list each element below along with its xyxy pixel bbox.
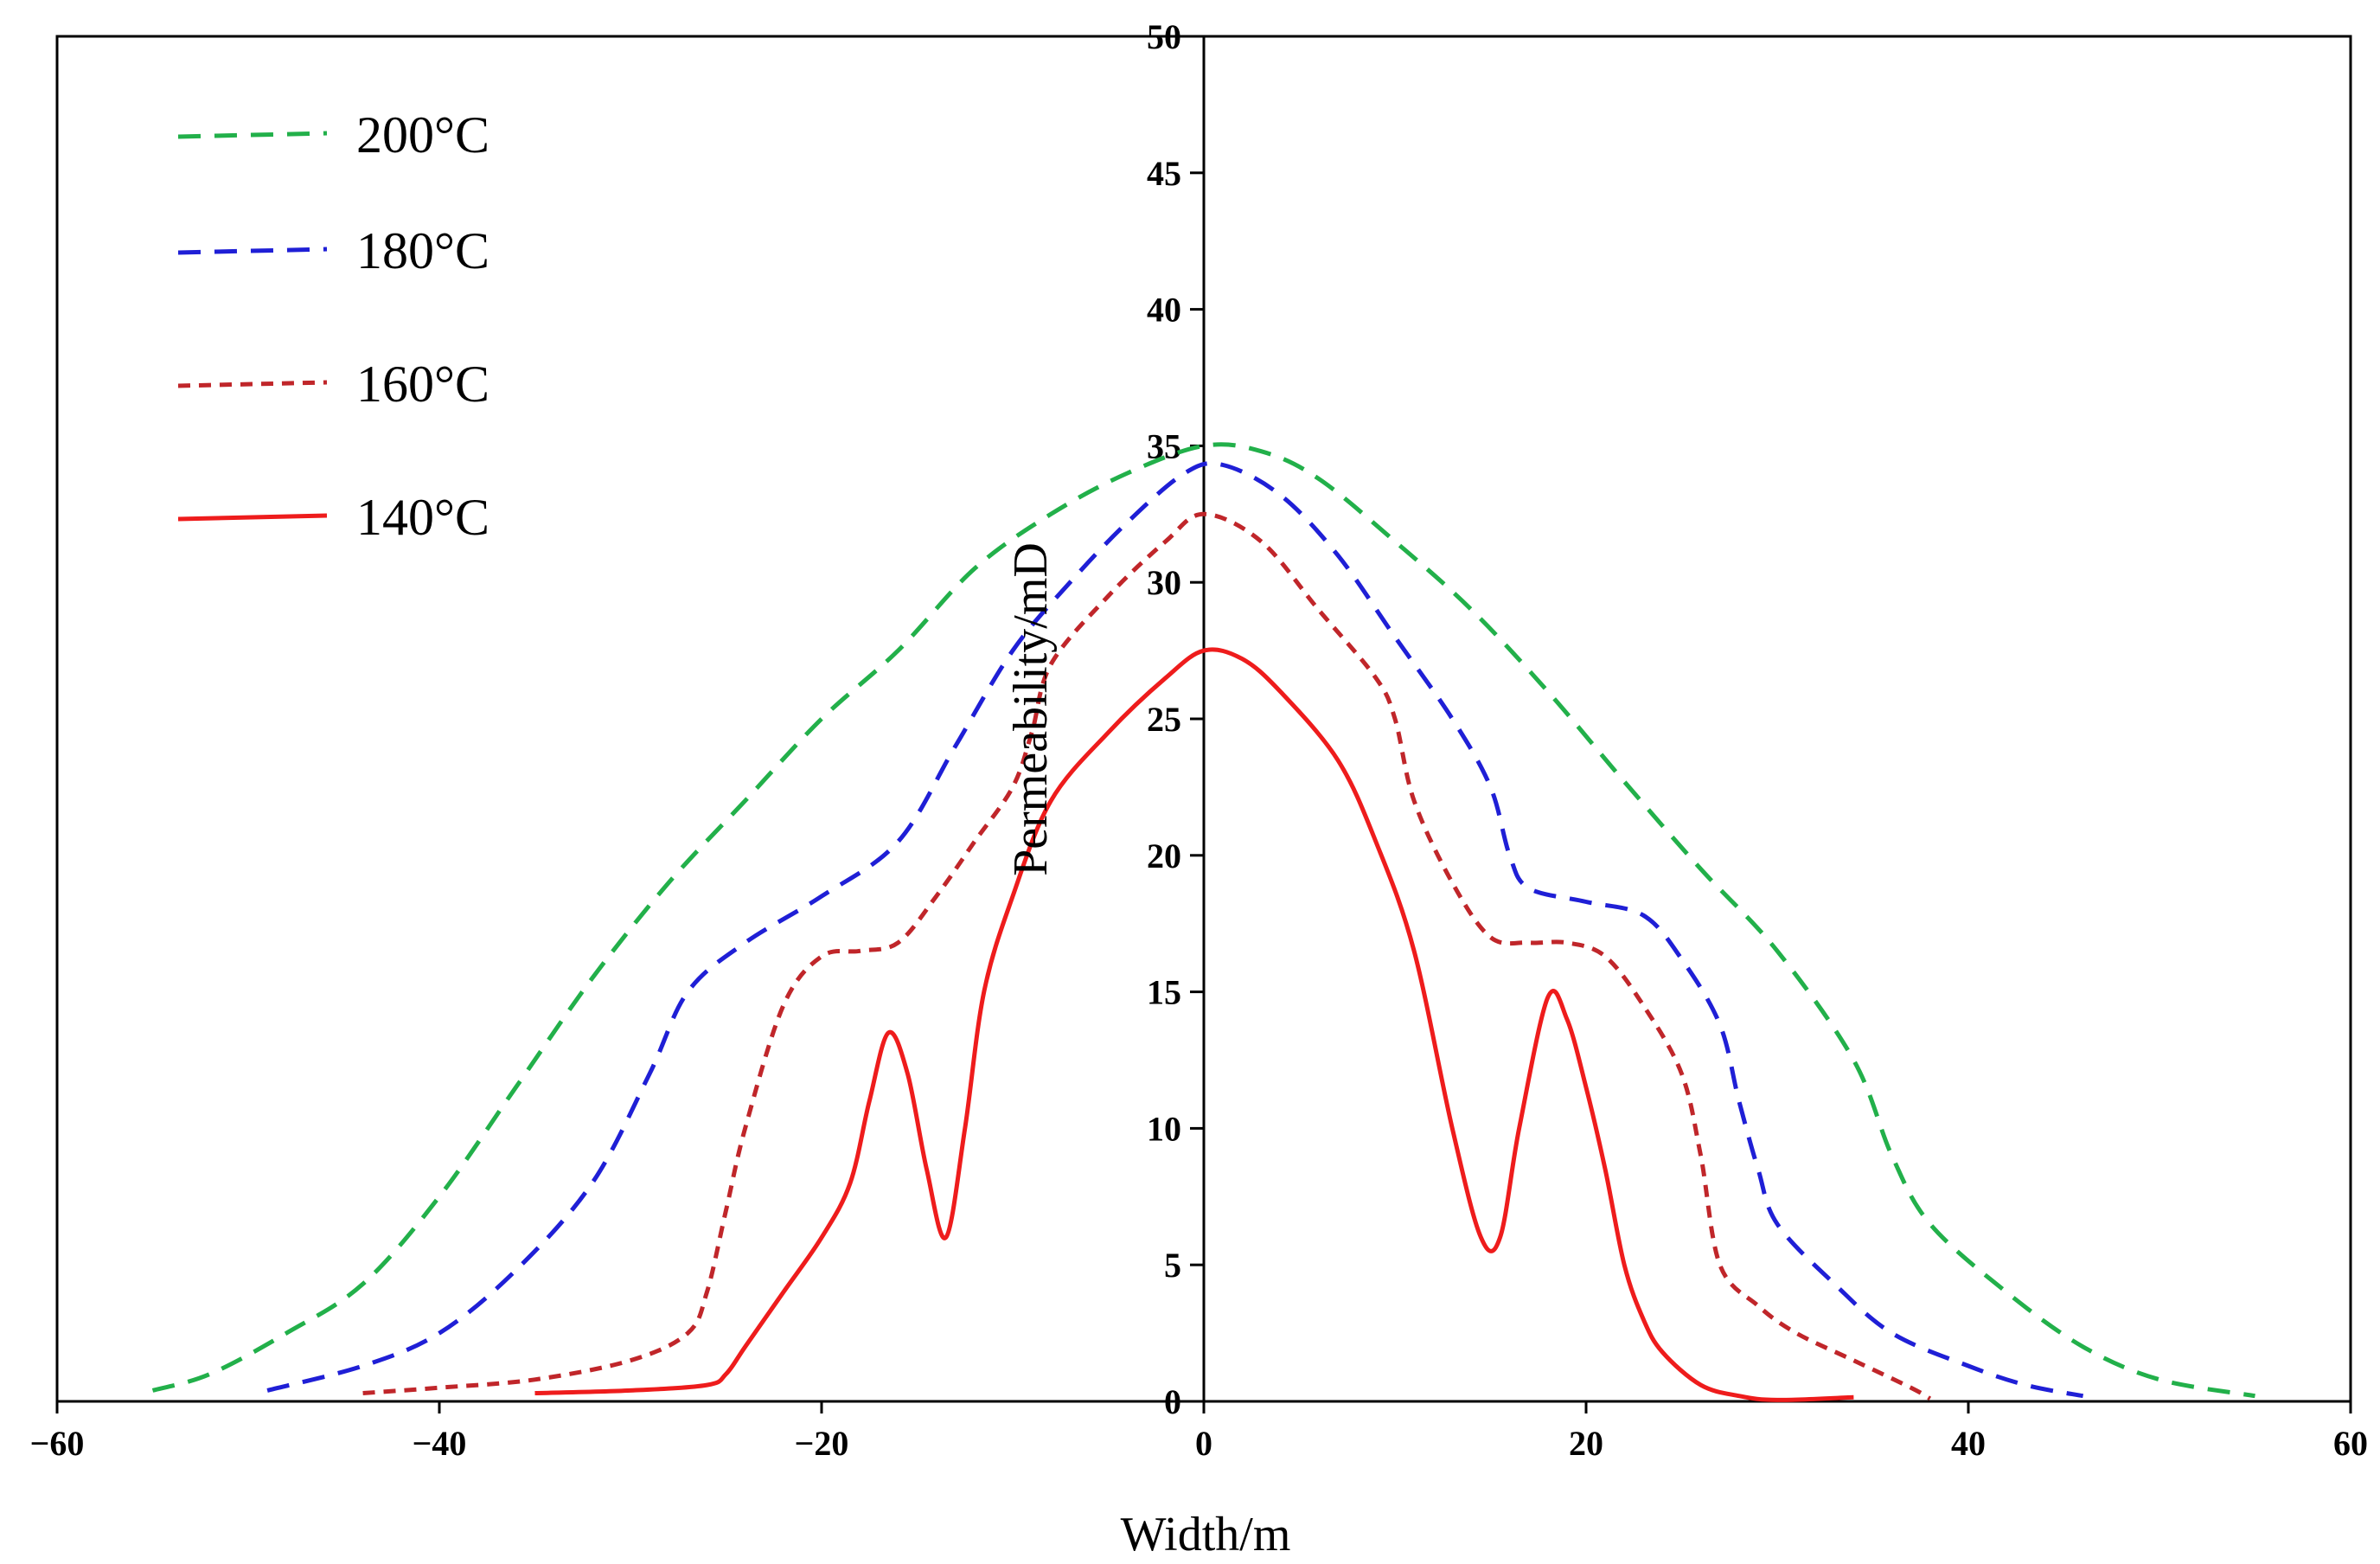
x-tick-label: −20 <box>795 1424 849 1463</box>
legend-swatch <box>177 247 328 255</box>
series-line-140c <box>534 647 1854 1402</box>
x-axis-title: Width/m <box>1121 1508 1291 1561</box>
y-tick-label: 5 <box>1164 1246 1181 1285</box>
x-tick-label: −60 <box>30 1424 85 1463</box>
y-tick-label: 15 <box>1147 973 1181 1012</box>
x-tick-label: 0 <box>1195 1424 1212 1463</box>
legend-swatch <box>177 380 328 388</box>
y-tick-label: 20 <box>1147 836 1181 875</box>
y-tick-label: 25 <box>1147 700 1181 739</box>
legend-label: 160°C <box>356 356 489 413</box>
legend-label: 200°C <box>356 106 489 163</box>
series-layer <box>151 442 2255 1402</box>
series-line-160c <box>362 511 1932 1401</box>
series-line-180c <box>266 461 2084 1399</box>
legend-label: 140°C <box>356 489 489 546</box>
legend-swatch <box>177 131 328 139</box>
x-tick-label: −40 <box>413 1424 467 1463</box>
series-line-200c <box>151 442 2255 1399</box>
x-tick-label: 60 <box>2333 1424 2368 1463</box>
legend: 200°C 180°C 160°C 140°C <box>177 106 489 546</box>
y-tick-label: 10 <box>1147 1109 1181 1148</box>
y-tick-label: 40 <box>1147 291 1181 330</box>
y-tick-label: 0 <box>1164 1382 1181 1421</box>
legend-swatch <box>177 513 328 522</box>
x-tick-label: 20 <box>1569 1424 1603 1463</box>
y-tick-label: 30 <box>1147 563 1181 602</box>
y-tick-label: 50 <box>1147 17 1181 56</box>
legend-label: 180°C <box>356 222 489 279</box>
x-tick-label: 40 <box>1951 1424 1986 1463</box>
y-tick-label: 45 <box>1147 154 1181 193</box>
y-axis-title: Permeability/mD <box>1004 542 1058 876</box>
